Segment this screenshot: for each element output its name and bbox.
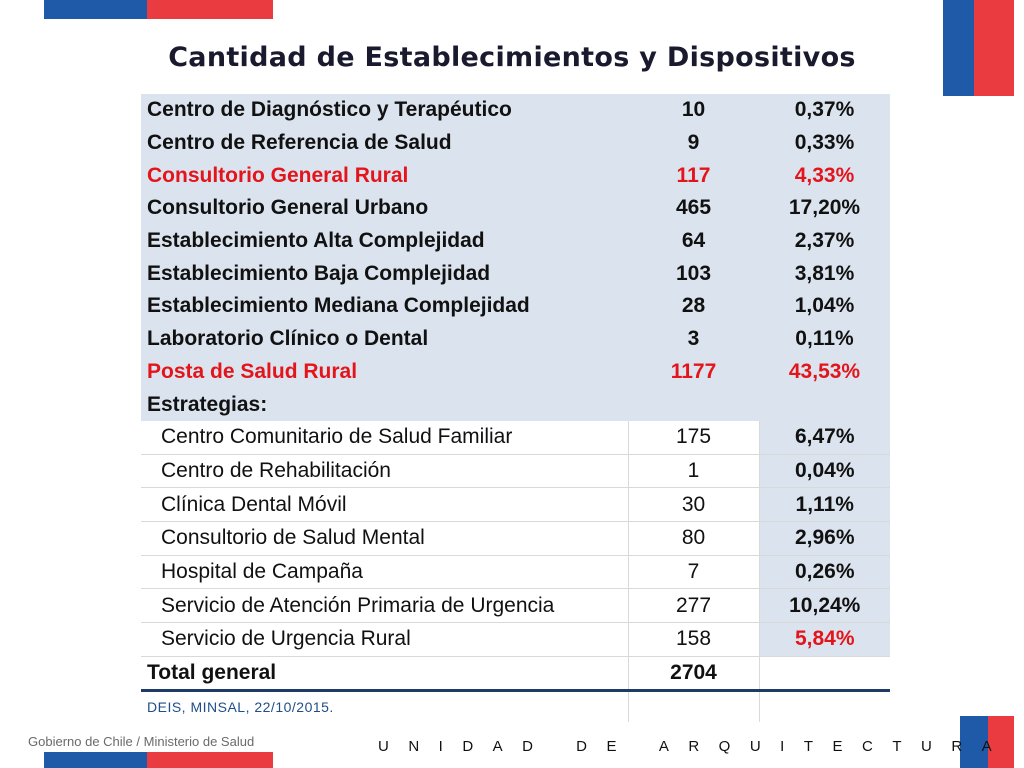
row-percent: 0,33% [759,126,890,160]
row-percent: 1,11% [759,487,890,522]
row-count: 1177 [628,355,759,389]
row-percent: 10,24% [759,588,890,623]
table-row: Establecimiento Mediana Complejidad 28 1… [141,290,890,323]
row-count: 64 [628,224,759,258]
row-count: 80 [628,521,760,556]
row-name: Servicio de Atención Primaria de Urgenci… [141,588,629,623]
row-count: 117 [628,159,759,193]
top-right-blue-bar [943,0,974,96]
row-count: 158 [628,622,760,657]
row-count: 10 [628,94,759,127]
row-name: Establecimiento Alta Complejidad [141,224,628,258]
table-row: Establecimiento Baja Complejidad 103 3,8… [141,257,890,291]
row-name: Centro de Diagnóstico y Terapéutico [141,94,628,127]
row-name: Centro Comunitario de Salud Familiar [141,420,629,455]
strategies-label: Estrategias: [141,388,628,421]
table-row: Establecimiento Alta Complejidad 64 2,37… [141,224,890,258]
row-count: 7 [628,555,760,590]
row-count: 277 [628,588,760,623]
source-note: DEIS, MINSAL, 22/10/2015. [141,690,629,723]
row-percent: 43,53% [759,355,890,389]
establishments-table: Centro de Diagnóstico y Terapéutico 10 0… [141,94,890,723]
row-percent: 0,37% [759,94,890,127]
strategies-header-row: Estrategias: [141,388,890,421]
row-percent: 5,84% [759,622,890,657]
row-count: 30 [628,487,760,522]
footer-government-text: Gobierno de Chile / Ministerio de Salud [28,734,255,749]
table-row: Consultorio General Urbano 465 17,20% [141,192,890,225]
row-name: Clínica Dental Móvil [141,487,629,522]
row-percent: 0,11% [759,322,890,356]
row-percent: 0,26% [759,555,890,590]
table-row: Centro de Referencia de Salud 9 0,33% [141,126,890,160]
row-name: Posta de Salud Rural [141,355,628,389]
row-name: Servicio de Urgencia Rural [141,622,629,657]
bottom-right-red-bar [988,716,1014,768]
source-row: DEIS, MINSAL, 22/10/2015. [141,690,890,723]
strategy-row: Centro de Rehabilitación 1 0,04% [141,454,890,489]
top-right-red-bar [974,0,1014,96]
row-percent: 6,47% [759,420,890,455]
row-percent: 1,04% [759,290,890,323]
row-percent: 3,81% [759,257,890,291]
row-name: Establecimiento Mediana Complejidad [141,290,628,323]
bottom-right-blue-bar [960,716,988,768]
row-count: 9 [628,126,759,160]
row-count: 465 [628,192,759,225]
row-percent: 17,20% [759,192,890,225]
strategy-row: Servicio de Urgencia Rural 158 5,84% [141,622,890,657]
strategy-row: Clínica Dental Móvil 30 1,11% [141,487,890,522]
bottom-left-red-bar [147,752,273,768]
table-row-highlighted: Posta de Salud Rural 1177 43,53% [141,355,890,389]
row-count: 1 [628,454,760,489]
total-row: Total general 2704 [141,655,890,693]
table-row-highlighted: Consultorio General Rural 117 4,33% [141,159,890,193]
row-count: 103 [628,257,759,291]
row-percent: 2,37% [759,224,890,258]
row-percent: 4,33% [759,159,890,193]
strategy-row: Hospital de Campaña 7 0,26% [141,555,890,590]
row-percent: 2,96% [759,521,890,556]
row-name: Establecimiento Baja Complejidad [141,257,628,291]
row-name: Centro de Referencia de Salud [141,126,628,160]
row-name: Centro de Rehabilitación [141,454,629,489]
row-count: 175 [628,420,760,455]
row-count: 3 [628,322,759,356]
strategy-row: Centro Comunitario de Salud Familiar 175… [141,420,890,455]
row-name: Laboratorio Clínico o Dental [141,322,628,356]
table-row: Centro de Diagnóstico y Terapéutico 10 0… [141,94,890,127]
total-label: Total general [141,655,629,693]
row-name: Hospital de Campaña [141,555,629,590]
page-title: Cantidad de Establecimientos y Dispositi… [168,42,856,73]
row-name: Consultorio General Urbano [141,192,628,225]
top-left-blue-bar [44,0,147,19]
row-count: 28 [628,290,759,323]
strategy-row: Consultorio de Salud Mental 80 2,96% [141,521,890,556]
footer-unit-name: UNIDAD DE ARQUITECTURA [378,738,1012,755]
row-name: Consultorio General Rural [141,159,628,193]
top-left-red-bar [147,0,273,19]
table-row: Laboratorio Clínico o Dental 3 0,11% [141,322,890,356]
row-percent: 0,04% [759,454,890,489]
bottom-left-blue-bar [44,752,147,768]
total-count: 2704 [628,655,760,693]
strategy-row: Servicio de Atención Primaria de Urgenci… [141,588,890,623]
row-name: Consultorio de Salud Mental [141,521,629,556]
